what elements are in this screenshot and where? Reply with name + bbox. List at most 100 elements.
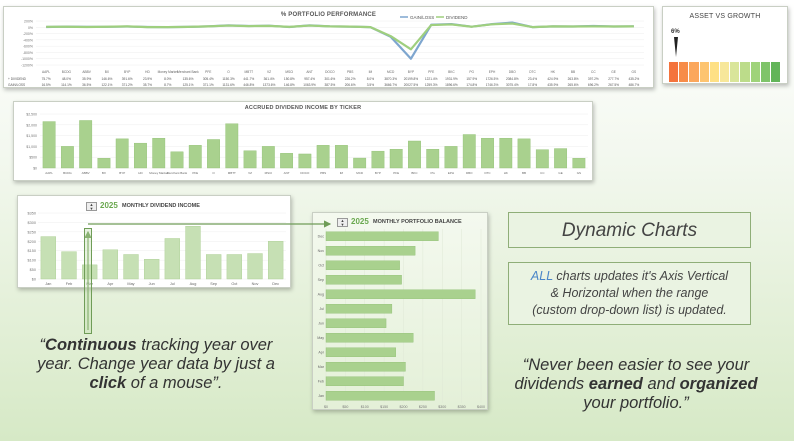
perf-y-tick: -1000% <box>21 57 33 61</box>
monthly-bar <box>102 249 118 280</box>
perf-dividend-value: 277.7% <box>608 77 619 81</box>
perf-ticker-label: PG <box>469 70 474 74</box>
perf-dividend-value: 1726.5% <box>486 77 499 81</box>
perf-ticker-label: ANT <box>306 70 312 74</box>
accrued-y-tick: $0 <box>33 167 37 171</box>
balance-title: MONTHLY PORTFOLIO BALANCE <box>373 219 462 225</box>
monthly-month-label: Mar <box>86 282 93 286</box>
monthly-month-label: Dec <box>272 282 279 286</box>
monthly-y-tick: $150 <box>28 249 36 253</box>
accrued-bar <box>225 123 239 169</box>
balance-bar <box>325 275 402 285</box>
balance-plot: $0 $50 $100 $150 $200 $250 $300 $350 $400 Dec Nov O… <box>317 229 485 409</box>
perf-ticker-label: GS <box>632 70 637 74</box>
balance-x-tick: $150 <box>380 405 388 409</box>
quote2-line3: your portfolio.” <box>583 394 689 412</box>
balance-bar <box>325 304 393 314</box>
monthly-y-tick: $200 <box>28 240 36 244</box>
accrued-bar <box>389 149 403 169</box>
accrued-title: ACCRUED DIVIDEND INCOME BY TICKER <box>244 105 362 111</box>
accrued-ticker-label: IM <box>340 171 344 175</box>
balance-year[interactable]: 2025 <box>351 217 369 226</box>
perf-ticker-label: VZ <box>267 70 271 74</box>
perf-gain-value: 3075.4% <box>506 83 519 87</box>
perf-y-tick: -200% <box>23 32 33 36</box>
description-line1: charts updates it's Axis Vertical <box>552 269 729 283</box>
asset-scale-segment <box>719 62 731 82</box>
accrued-ticker-label: VZ <box>248 171 252 175</box>
perf-gain-value: 265.6% <box>568 83 579 87</box>
perf-dividend-value: 8.0% <box>164 77 171 81</box>
perf-dividend-value: 226.2% <box>345 77 356 81</box>
perf-gain-value: 35.7% <box>143 83 152 87</box>
perf-gain-value: 696.2% <box>588 83 599 87</box>
accrued-bar <box>481 137 494 169</box>
perf-gain-value: 206.6% <box>345 83 356 87</box>
accrued-ticker-label: PFE <box>393 171 399 175</box>
balance-bar <box>325 289 476 299</box>
perf-row-label-dividend: + DIVIDEND <box>8 77 27 81</box>
monthly-month-label: May <box>127 282 134 286</box>
accrued-y-tick: $2,000 <box>26 123 37 127</box>
monthly-y-tick: $350 <box>28 212 36 216</box>
monthly-dividend-chart: ▲ ▼ 2025 MONTHLY DIVIDEND INCOME $350 $300… <box>17 195 291 288</box>
accrued-dividend-chart: ACCRUED DIVIDEND INCOME BY TICKER $2,500… <box>13 101 593 181</box>
accrued-bar <box>79 120 93 169</box>
arrow-stem-box <box>84 228 92 334</box>
balance-x-tick: $100 <box>361 405 369 409</box>
perf-gain-value: 3666.7% <box>384 83 397 87</box>
accrued-bar <box>115 138 129 169</box>
perf-gain-value: 3.5% <box>367 83 374 87</box>
asset-scale-segment <box>750 62 761 82</box>
perf-dividend-value: 146.6% <box>102 77 113 81</box>
monthly-bar <box>40 236 56 280</box>
accrued-bar <box>261 146 275 169</box>
asset-scale-segment <box>770 62 782 82</box>
dynamic-charts-label: Dynamic Charts <box>561 220 698 241</box>
balance-year-spinner[interactable]: ▲ ▼ <box>337 218 348 227</box>
accrued-ticker-label: ABBV <box>82 171 90 175</box>
accrued-bar <box>298 153 312 169</box>
description-line3: (custom drop-down list) is updated. <box>532 303 727 317</box>
perf-gain-value: 435.9% <box>547 83 558 87</box>
perf-gain-value: 1063.9% <box>303 83 316 87</box>
perf-gain-value: 114.1% <box>61 83 72 87</box>
accrued-ticker-label: PG <box>431 171 436 175</box>
perf-ticker-label: MCD <box>387 70 395 74</box>
perf-gain-value: 17.8% <box>528 83 537 87</box>
accrued-ticker-label: O <box>212 171 215 175</box>
perf-ticker-label: MBTT <box>244 70 253 74</box>
accrued-ticker-label: ANT <box>284 171 290 175</box>
perf-ticker-label: PBS <box>347 70 353 74</box>
perf-dividend-value: 8.0% <box>367 77 374 81</box>
perf-gain-value: 1373.6% <box>263 83 276 87</box>
never-easier-quote: “Never been easier to see your dividends… <box>500 356 772 413</box>
accrued-ticker-label: BB <box>522 171 526 175</box>
accrued-ticker-label: DOCO <box>300 171 310 175</box>
accrued-bar <box>535 149 549 169</box>
monthly-year[interactable]: 2025 <box>100 201 118 210</box>
accrued-ticker-label: HD <box>138 171 143 175</box>
monthly-y-tick: $100 <box>28 259 36 263</box>
accrued-bar <box>243 150 257 169</box>
quote1-bold1: Continuous <box>45 336 137 354</box>
perf-dividend-value: 263.8% <box>568 77 579 81</box>
monthly-month-label: Oct <box>231 282 238 286</box>
monthly-month-label: Aug <box>190 282 197 286</box>
balance-bar <box>325 376 404 386</box>
year-spinner[interactable]: ▲ ▼ <box>86 202 97 211</box>
asset-scale-segment <box>699 62 710 82</box>
quote2-line2a: dividends <box>514 375 589 393</box>
perf-title: % PORTFOLIO PERFORMANCE <box>280 12 377 18</box>
description-text: ALL charts updates it's Axis Vertical & … <box>509 268 750 319</box>
perf-gain-value: 36.5% <box>82 83 91 87</box>
accrued-bar <box>97 158 111 169</box>
perf-gain-value: 20027.5% <box>404 83 419 87</box>
perf-ticker-label: BYP <box>124 70 130 74</box>
monthly-title: MONTHLY DIVIDEND INCOME <box>122 203 200 209</box>
monthly-bar <box>185 226 201 280</box>
balance-bar <box>325 347 396 357</box>
balance-month-label: Oct <box>318 264 324 268</box>
perf-ticker-label: PFE <box>428 70 434 74</box>
asset-scale-segment <box>740 62 751 82</box>
